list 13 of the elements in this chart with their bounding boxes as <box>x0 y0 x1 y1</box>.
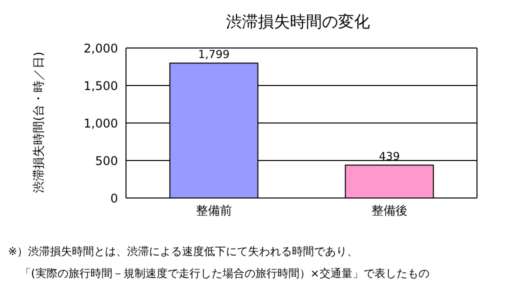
y-tick-label: 0 <box>110 191 118 206</box>
text: 「(実際の旅行時間－規制速度で走行した場合の旅行時間）×交通量」で表したもの <box>20 266 430 281</box>
data-label: 1,799 <box>198 48 230 62</box>
x-tick-label: 整備前 <box>196 204 232 218</box>
text: ※）渋滞損失時間とは、渋滞による速度低下にて失われる時間であり、 <box>8 244 358 259</box>
y-axis-title: 渋滞損失時間(台・時／日) <box>31 52 46 193</box>
y-tick-label: 1,500 <box>84 78 118 93</box>
data-label: 439 <box>378 150 400 164</box>
y-tick-label: 1,000 <box>84 116 118 130</box>
y-tick-label: 500 <box>95 154 118 168</box>
chart-title: 渋滞損失時間の変化 <box>225 12 371 33</box>
y-tick-label: 2,000 <box>84 41 118 56</box>
x-tick-label: 整備後 <box>371 204 408 218</box>
